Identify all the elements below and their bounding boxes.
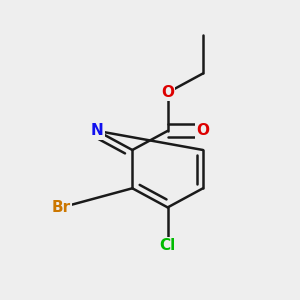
Text: Br: Br <box>52 200 71 215</box>
Text: N: N <box>91 123 103 138</box>
Text: O: O <box>196 123 209 138</box>
Text: O: O <box>161 85 174 100</box>
Text: Cl: Cl <box>160 238 176 253</box>
